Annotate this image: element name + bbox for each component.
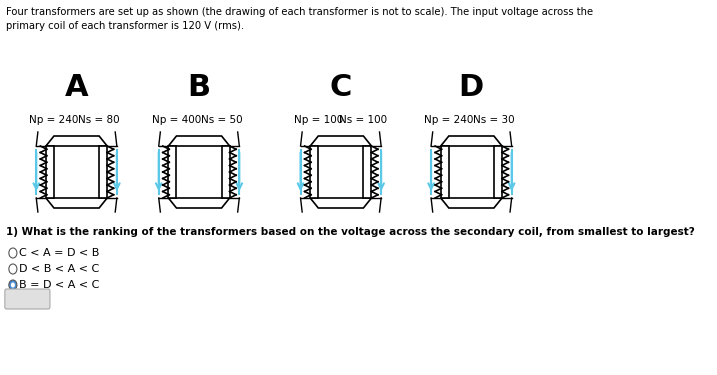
Text: Ns = 30: Ns = 30 [473, 115, 515, 125]
Polygon shape [46, 198, 107, 208]
Bar [222, 146, 229, 198]
Text: Ns = 100: Ns = 100 [339, 115, 387, 125]
Text: D < B < A < C: D < B < A < C [19, 264, 100, 274]
Text: C: C [330, 73, 352, 102]
Polygon shape [310, 136, 371, 146]
Text: Np = 240: Np = 240 [29, 115, 79, 125]
Text: Four transformers are set up as shown (the drawing of each transformer is not to: Four transformers are set up as shown (t… [6, 7, 594, 31]
Bar [441, 146, 449, 198]
Text: Np = 400: Np = 400 [152, 115, 201, 125]
Bar [46, 146, 54, 198]
FancyBboxPatch shape [5, 289, 50, 309]
Bar [99, 146, 107, 198]
Text: A: A [65, 73, 88, 102]
Text: Np = 240: Np = 240 [424, 115, 473, 125]
Text: Ns = 80: Ns = 80 [78, 115, 120, 125]
Text: B = D < A < C: B = D < A < C [19, 280, 100, 290]
Polygon shape [168, 136, 229, 146]
Text: Ns = 50: Ns = 50 [201, 115, 242, 125]
Text: 1) What is the ranking of the transformers based on the voltage across the secon: 1) What is the ranking of the transforme… [6, 227, 695, 237]
Circle shape [9, 280, 17, 290]
Text: Np = 100: Np = 100 [294, 115, 343, 125]
Bar [310, 146, 318, 198]
Text: D: D [459, 73, 484, 102]
Polygon shape [310, 198, 371, 208]
Text: B: B [187, 73, 211, 102]
Polygon shape [441, 198, 502, 208]
Bar [494, 146, 502, 198]
Bar [364, 146, 371, 198]
Circle shape [11, 282, 15, 288]
Polygon shape [168, 198, 229, 208]
Circle shape [9, 248, 17, 258]
Text: Submit: Submit [8, 294, 47, 304]
Text: C < A = D < B: C < A = D < B [19, 248, 100, 258]
Polygon shape [441, 136, 502, 146]
Bar [168, 146, 176, 198]
Circle shape [9, 264, 17, 274]
Polygon shape [46, 136, 107, 146]
